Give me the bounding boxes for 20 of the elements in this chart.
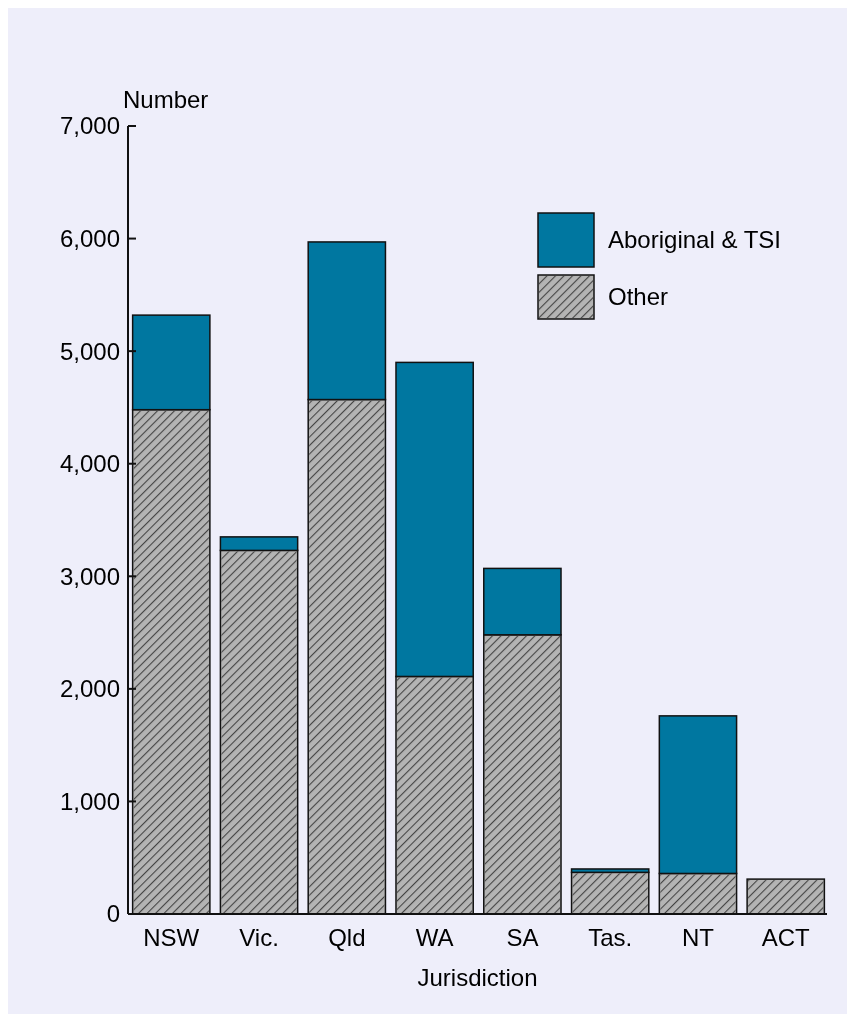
x-axis-title: Jurisdiction xyxy=(417,964,538,991)
legend-label: Aboriginal & TSI xyxy=(608,226,781,254)
x-tick-label: Vic. xyxy=(239,924,279,951)
y-tick-label: 1,000 xyxy=(59,787,120,815)
y-tick-label: 5,000 xyxy=(59,337,120,365)
x-tick-label: NSW xyxy=(143,924,200,951)
y-axis-title: Number xyxy=(123,86,209,113)
y-tick-label: 6,000 xyxy=(59,224,120,252)
y-tick-label: 2,000 xyxy=(59,675,120,703)
y-tick-label: 7,000 xyxy=(59,112,120,140)
y-tick-label: 4,000 xyxy=(59,450,120,478)
y-tick-label: 3,000 xyxy=(59,562,120,590)
x-tick-label: ACT xyxy=(761,924,811,951)
legend-label: Other xyxy=(608,283,669,311)
x-tick-label: Tas. xyxy=(588,924,633,951)
x-tick-label: NT xyxy=(681,924,715,951)
x-tick-label: Qld xyxy=(328,924,366,951)
x-tick-label: SA xyxy=(506,924,539,951)
x-tick-label: WA xyxy=(415,924,454,951)
y-tick-label: 0 xyxy=(106,900,120,928)
